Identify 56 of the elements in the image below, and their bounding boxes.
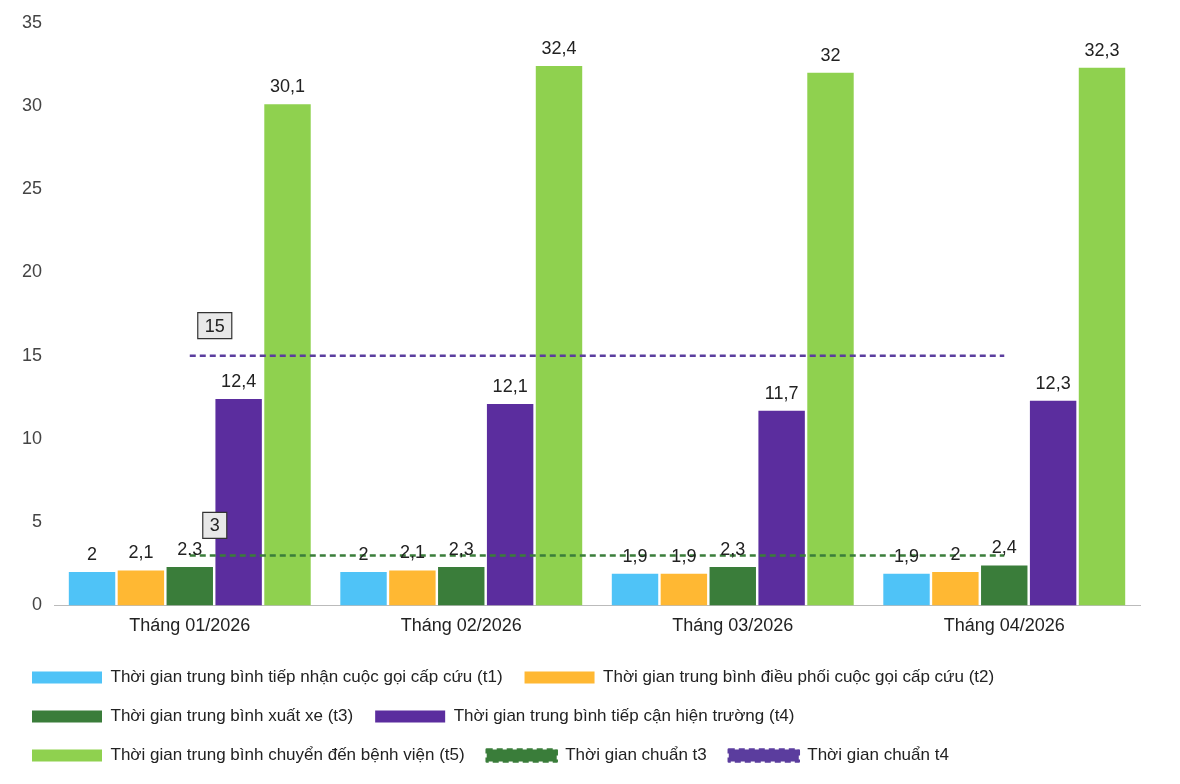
data-label: 32 — [820, 44, 841, 65]
legend-label: Thời gian chuẩn t3 — [565, 745, 707, 765]
bar — [758, 410, 805, 606]
y-tick-label: 20 — [21, 261, 43, 282]
data-label: 12,4 — [221, 370, 257, 391]
data-label: 12,3 — [1035, 372, 1071, 393]
data-label: 32,4 — [541, 38, 577, 59]
legend-label: Thời gian trung bình xuất xe (t3) — [110, 706, 354, 726]
legend-label: Thời gian trung bình tiếp nhận cuộc gọi cấp cứu (t1) — [110, 667, 503, 687]
data-label: 2,1 — [128, 542, 154, 563]
data-label: 2,3 — [720, 539, 746, 560]
data-label: 12,1 — [492, 375, 528, 396]
data-label: 11,7 — [764, 382, 799, 403]
y-tick-label: 0 — [32, 594, 43, 615]
data-label: 2,3 — [448, 539, 474, 560]
bar — [611, 573, 659, 606]
y-tick-label: 30 — [21, 95, 43, 115]
data-label: 15 — [204, 315, 225, 336]
bar — [535, 66, 583, 606]
x-tick-label: Tháng 02/2026 — [400, 615, 522, 636]
y-tick-label: 25 — [21, 178, 43, 199]
x-tick-label: Tháng 04/2026 — [943, 615, 1065, 636]
bar — [1078, 67, 1126, 606]
data-label: 1,9 — [894, 545, 920, 566]
legend-label: Thời gian trung bình tiếp cận hiện trường (t4) — [453, 706, 795, 726]
bar — [660, 573, 708, 606]
bar — [807, 72, 854, 606]
data-label: 2.3 — [177, 539, 203, 560]
data-label: 30,1 — [269, 76, 306, 97]
bar — [883, 573, 930, 606]
data-label: 3 — [209, 515, 220, 536]
bar — [932, 572, 979, 606]
x-tick-label: Tháng 01/2026 — [129, 615, 251, 636]
data-label: 2 — [87, 544, 98, 565]
legend-label: Thời gian trung bình điều phối cuộc gọi cấp cứu (t2) — [603, 667, 995, 687]
bar — [389, 570, 436, 606]
bar — [1029, 400, 1077, 606]
bar — [981, 565, 1028, 606]
bar — [166, 567, 213, 606]
bar — [486, 403, 534, 606]
legend-label: Thời gian chuẩn t4 — [807, 745, 949, 765]
bar — [438, 567, 485, 606]
y-tick-label: 35 — [21, 11, 43, 32]
bar — [264, 104, 311, 606]
x-tick-label: Tháng 03/2026 — [672, 615, 794, 636]
y-tick-label: 5 — [32, 511, 43, 532]
y-tick-label: 15 — [21, 344, 43, 365]
data-label: 2,4 — [991, 537, 1017, 558]
data-label: 32,3 — [1084, 39, 1120, 60]
bar — [117, 570, 165, 606]
bar — [340, 572, 387, 606]
legend-label: Thời gian trung bình chuyển đến bệnh viện (t5) — [110, 745, 465, 765]
bar — [68, 572, 116, 606]
bar — [709, 567, 756, 606]
y-tick-label: 10 — [21, 427, 43, 448]
data-label: 2 — [950, 544, 961, 565]
